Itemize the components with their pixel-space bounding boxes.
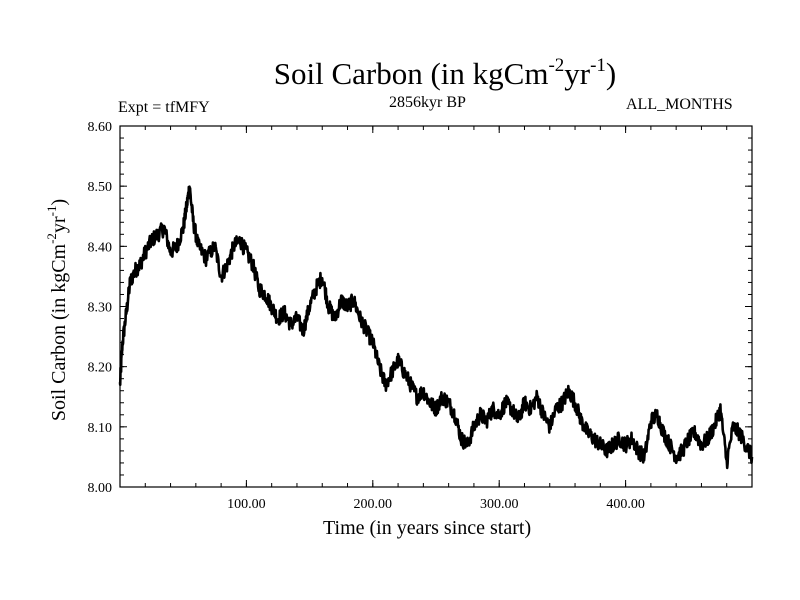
y-tick-label: 8.40	[88, 240, 113, 255]
x-tick-label: 300.00	[480, 497, 519, 512]
y-tick-label: 8.10	[88, 421, 113, 436]
y-tick-label: 8.60	[88, 120, 113, 135]
x-tick-label: 100.00	[227, 497, 266, 512]
experiment-label: Expt = tfMFY	[118, 99, 210, 116]
months-label: ALL_MONTHS	[626, 96, 733, 113]
axis-ticks	[120, 125, 752, 488]
y-tick-label: 8.30	[88, 301, 113, 316]
chart-subtitle: 2856kyr BP	[389, 94, 466, 111]
y-tick-label: 8.50	[88, 180, 113, 195]
x-axis-label: Time (in years since start)	[323, 517, 532, 539]
plot-frame	[119, 125, 753, 488]
y-tick-label: 8.20	[88, 361, 113, 376]
soil-carbon-series-line	[118, 185, 754, 470]
y-tick-label: 8.00	[88, 481, 113, 496]
chart-title: Soil Carbon (in kgCm-2yr-1)	[273, 54, 617, 91]
x-tick-label: 200.00	[354, 497, 393, 512]
tick-labels: 8.00 8.10 8.20 8.30 8.40 8.50 8.60 100.00 200.00…	[88, 120, 645, 512]
x-tick-label: 400.00	[606, 497, 645, 512]
